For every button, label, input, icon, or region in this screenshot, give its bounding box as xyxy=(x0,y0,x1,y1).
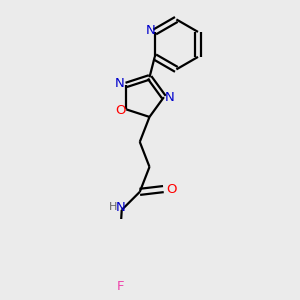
Text: H: H xyxy=(109,202,118,212)
Text: N: N xyxy=(146,24,155,37)
Text: O: O xyxy=(115,104,125,117)
Text: N: N xyxy=(115,77,125,90)
Text: O: O xyxy=(166,183,176,196)
Text: F: F xyxy=(117,280,124,293)
Text: N: N xyxy=(116,201,125,214)
Text: N: N xyxy=(165,91,175,103)
